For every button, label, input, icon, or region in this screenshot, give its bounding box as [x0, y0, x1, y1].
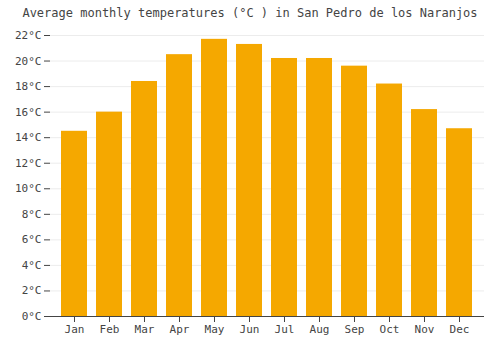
svg-text:Aug: Aug [310, 323, 330, 336]
svg-text:2°C: 2°C [22, 284, 42, 297]
svg-text:8°C: 8°C [22, 208, 42, 221]
svg-text:14°C: 14°C [15, 131, 42, 144]
svg-text:Sep: Sep [345, 323, 365, 336]
svg-text:Feb: Feb [100, 323, 120, 336]
html-text:Average monthly temperatures (: Average monthly temperatures (°C ) in Sa… [22, 6, 478, 20]
svg-text:Apr: Apr [170, 323, 190, 336]
svg-text:20°C: 20°C [15, 55, 42, 68]
svg-text:Oct: Oct [380, 323, 400, 336]
svg-text:18°C: 18°C [15, 80, 42, 93]
svg-text:0°C: 0°C [22, 310, 42, 323]
svg-text:12°C: 12°C [15, 157, 42, 170]
svg-text:Jan: Jan [65, 323, 85, 336]
svg-text:Mar: Mar [135, 323, 155, 336]
svg-text:Jun: Jun [240, 323, 260, 336]
svg-text:May: May [205, 323, 225, 336]
svg-text:Nov: Nov [415, 323, 435, 336]
svg-text:6°C: 6°C [22, 233, 42, 246]
svg-text:Jul: Jul [275, 323, 295, 336]
svg-text:16°C: 16°C [15, 106, 42, 119]
svg-text:22°C: 22°C [15, 29, 42, 42]
svg-text:10°C: 10°C [15, 182, 42, 195]
svg-text:4°C: 4°C [22, 259, 42, 272]
svg-text:Dec: Dec [450, 323, 470, 336]
